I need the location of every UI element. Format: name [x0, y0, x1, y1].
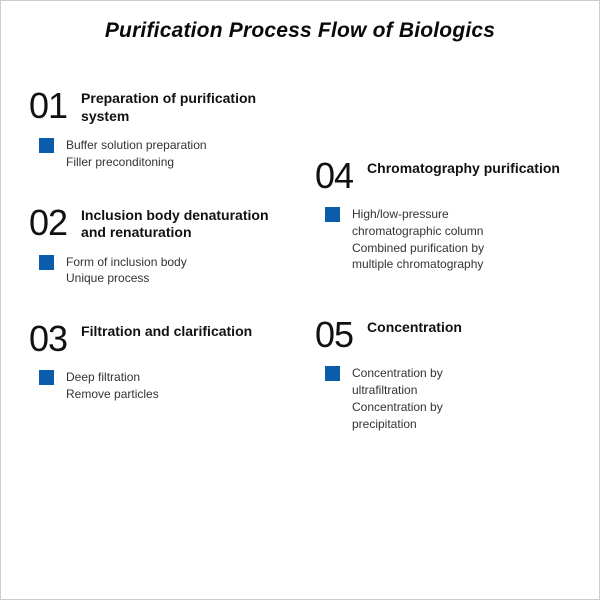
step-title: Concentration [367, 317, 462, 337]
step-body: High/low-pressure chromatographic column… [315, 206, 571, 273]
step-body: Deep filtration Remove particles [29, 369, 285, 403]
step-head: 05 Concentration [315, 317, 571, 353]
right-column: 04 Chromatography purification High/low-… [315, 88, 571, 466]
step-body: Form of inclusion body Unique process [29, 254, 285, 288]
step-body: Concentration by ultrafiltration Concent… [315, 365, 571, 432]
square-bullet-icon [325, 207, 340, 222]
step-title: Filtration and clarification [81, 321, 252, 341]
step-03: 03 Filtration and clarification Deep fil… [29, 321, 285, 403]
step-number: 02 [29, 205, 67, 241]
columns-container: 01 Preparation of purification system Bu… [29, 88, 571, 466]
step-description: Buffer solution preparation Filler preco… [66, 137, 207, 171]
square-bullet-icon [39, 255, 54, 270]
step-number: 05 [315, 317, 353, 353]
step-02: 02 Inclusion body denaturation and renat… [29, 205, 285, 288]
page-title: Purification Process Flow of Biologics [29, 19, 571, 43]
step-head: 02 Inclusion body denaturation and renat… [29, 205, 285, 242]
step-description: Concentration by ultrafiltration Concent… [352, 365, 443, 432]
step-head: 04 Chromatography purification [315, 158, 571, 194]
step-head: 01 Preparation of purification system [29, 88, 285, 125]
square-bullet-icon [39, 138, 54, 153]
square-bullet-icon [325, 366, 340, 381]
step-body: Buffer solution preparation Filler preco… [29, 137, 285, 171]
square-bullet-icon [39, 370, 54, 385]
step-description: Deep filtration Remove particles [66, 369, 159, 403]
step-title: Inclusion body denaturation and renatura… [81, 205, 285, 242]
step-description: High/low-pressure chromatographic column… [352, 206, 484, 273]
step-title: Chromatography purification [367, 158, 560, 178]
step-description: Form of inclusion body Unique process [66, 254, 187, 288]
step-01: 01 Preparation of purification system Bu… [29, 88, 285, 171]
step-number: 01 [29, 88, 67, 124]
step-title: Preparation of purification system [81, 88, 285, 125]
left-column: 01 Preparation of purification system Bu… [29, 88, 285, 466]
step-04: 04 Chromatography purification High/low-… [315, 158, 571, 273]
step-number: 04 [315, 158, 353, 194]
step-head: 03 Filtration and clarification [29, 321, 285, 357]
step-number: 03 [29, 321, 67, 357]
step-05: 05 Concentration Concentration by ultraf… [315, 317, 571, 432]
